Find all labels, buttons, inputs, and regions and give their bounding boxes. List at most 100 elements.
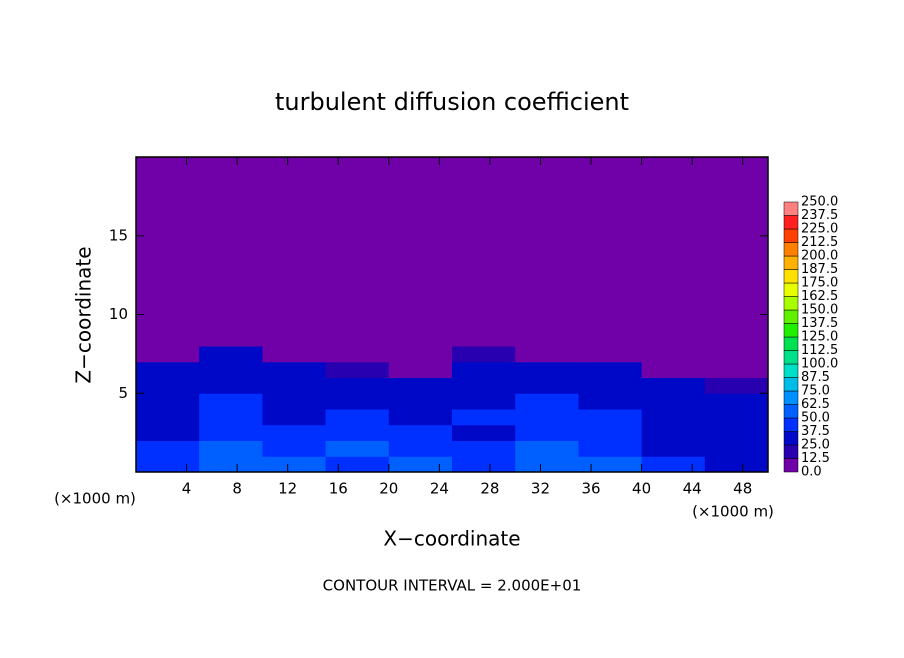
field-cell: [262, 424, 327, 441]
field-cell: [452, 346, 516, 363]
field-cell: [452, 393, 516, 410]
field-cell: [704, 456, 769, 473]
field-cell: [641, 424, 706, 441]
colorbar-label: 200.0: [801, 249, 838, 264]
field-cell: [704, 440, 769, 457]
field-cell: [262, 346, 327, 363]
field-cell: [262, 361, 327, 378]
field-cell: [388, 409, 453, 426]
x-tick-label: 48: [733, 480, 752, 498]
field-cell: [578, 346, 643, 363]
field-cell: [515, 440, 579, 457]
field-cell: [578, 424, 643, 441]
field-cell: [262, 157, 327, 347]
colorbar-label: 162.5: [801, 289, 838, 304]
colorbar-label: 137.5: [801, 316, 838, 331]
field-cell: [578, 440, 643, 457]
colorbar-band: [783, 242, 799, 257]
field-cell: [578, 157, 643, 347]
colorbar-label: 50.0: [801, 411, 830, 426]
field-cell: [641, 157, 706, 347]
colorbar-band: [783, 350, 799, 365]
colorbar-band: [783, 309, 799, 324]
colorbar-label: 237.5: [801, 208, 838, 223]
colorbar-band: [783, 255, 799, 270]
x-tick-label: 20: [379, 480, 398, 498]
colorbar-band: [783, 417, 799, 432]
field-cell: [388, 440, 453, 457]
field-cell: [388, 456, 453, 473]
field-cell: [262, 409, 327, 426]
x-tick-label: 4: [182, 480, 192, 498]
field-cell: [136, 361, 200, 378]
field-cell: [199, 361, 263, 378]
x-tick-label: 32: [531, 480, 550, 498]
colorbar-band: [783, 444, 799, 459]
field-cell: [452, 377, 516, 394]
field-cell: [199, 440, 263, 457]
field-cell: [641, 409, 706, 426]
field-cell: [704, 424, 769, 441]
colorbar-band: [783, 431, 799, 446]
x-unit-label: (×1000 m): [54, 490, 136, 508]
colorbar-band: [783, 363, 799, 378]
chart-title: turbulent diffusion coefficient: [275, 88, 629, 116]
field-cell: [452, 409, 516, 426]
field-cell: [325, 393, 390, 410]
field-cell: [325, 157, 390, 347]
colorbar-band: [783, 336, 799, 351]
field-cell: [704, 157, 769, 347]
field-cell: [199, 377, 263, 394]
field-cell: [452, 157, 516, 347]
field-cell: [325, 456, 390, 473]
field-cell: [199, 409, 263, 426]
field-cell: [515, 409, 579, 426]
field-cell: [199, 424, 263, 441]
colorbar-band: [783, 215, 799, 230]
field-cell: [641, 377, 706, 394]
field-cell: [578, 377, 643, 394]
field-cell: [325, 440, 390, 457]
contour-note: CONTOUR INTERVAL = 2.000E+01: [323, 577, 582, 595]
field-cell: [515, 456, 579, 473]
x-unit-label: (×1000 m): [692, 503, 774, 521]
y-tick-label: 5: [118, 384, 128, 402]
colorbar-band: [783, 377, 799, 392]
field-cell: [515, 157, 579, 347]
x-tick-label: 40: [632, 480, 651, 498]
colorbar-label: 250.0: [801, 195, 838, 210]
field-cell: [704, 346, 769, 363]
field-cell: [325, 424, 390, 441]
field-cell: [515, 393, 579, 410]
field-cell: [704, 409, 769, 426]
colorbar-band: [783, 323, 799, 338]
field-cell: [452, 361, 516, 378]
colorbar-label: 0.0: [801, 465, 822, 480]
colorbar-label: 37.5: [801, 424, 830, 439]
colorbar-band: [783, 282, 799, 297]
field-cell: [515, 377, 579, 394]
field-cell: [325, 377, 390, 394]
field-cell: [704, 393, 769, 410]
field-cell: [641, 456, 706, 473]
field-cell: [641, 393, 706, 410]
field-cell: [704, 361, 769, 378]
field-cell: [136, 424, 200, 441]
field-cell: [452, 440, 516, 457]
field-cell: [578, 456, 643, 473]
field-cell: [262, 377, 327, 394]
field-cell: [452, 424, 516, 441]
field-cell: [136, 393, 200, 410]
x-tick-label: 36: [581, 480, 600, 498]
field-cell: [199, 346, 263, 363]
field-cell: [199, 157, 263, 347]
colorbar-band: [783, 201, 799, 216]
x-tick-label: 8: [232, 480, 242, 498]
field-cell: [262, 393, 327, 410]
colorbar-label: 175.0: [801, 276, 838, 291]
x-tick-label: 44: [683, 480, 702, 498]
field-cell: [136, 377, 200, 394]
field-cell: [388, 157, 453, 347]
field-cell: [388, 361, 453, 378]
colorbar-band: [783, 404, 799, 419]
